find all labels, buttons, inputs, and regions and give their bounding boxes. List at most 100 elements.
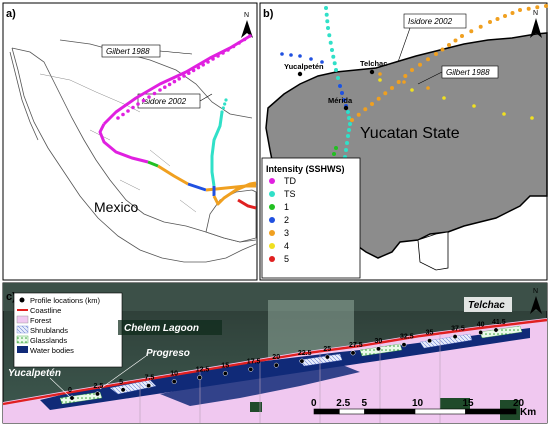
- gilbert-track-point-b: [472, 104, 476, 108]
- gilbert-leader-a: [159, 50, 193, 55]
- isidore-callout-b: Isidore 2002: [408, 17, 453, 26]
- isidore-track-point-b: [327, 33, 332, 38]
- profile-label: 2.5: [94, 383, 104, 390]
- isidore-track-point-b: [346, 134, 350, 138]
- isidore-track-point-b: [434, 52, 438, 56]
- profile-label: 20: [272, 354, 280, 361]
- isidore-track-point-b: [426, 57, 430, 62]
- gilbert-track-point-b: [378, 78, 382, 82]
- gilbert-track-point-a: [182, 74, 186, 78]
- gilbert-track-point-b: [309, 57, 313, 61]
- gilbert-track-point-a: [237, 41, 241, 45]
- gilbert-track-point-a: [206, 60, 210, 64]
- isidore-track-point-b: [383, 91, 388, 96]
- profile-label: 25: [323, 346, 331, 353]
- isidore-track-point-b: [526, 6, 531, 11]
- progreso-leader: [99, 355, 147, 390]
- intensity-legend-swatch: [269, 243, 275, 249]
- profile-marker: [493, 327, 499, 333]
- gilbert-track-point-a: [216, 54, 220, 58]
- cat5-track-a-segment: [237, 198, 257, 210]
- intensity-legend-swatch: [269, 178, 275, 184]
- gilbert-track-point-a: [126, 109, 130, 113]
- profile-marker: [452, 334, 458, 340]
- panel-b-label: b): [263, 8, 274, 20]
- gilbert-track-point-a: [147, 95, 151, 99]
- city-label: Telchac: [360, 59, 387, 68]
- scalebar-segment: [313, 408, 340, 415]
- forest-symbol: [16, 315, 29, 324]
- isidore-track-point-b: [376, 96, 381, 101]
- panel-a-map: Mexico a) Gilbert 1988 Isidore 2002 N: [2, 2, 258, 281]
- isidore-track-point-b: [328, 40, 333, 45]
- profile-marker: [299, 358, 305, 364]
- gilbert-track-point-b: [530, 116, 534, 120]
- profile-label: 41.5: [492, 319, 506, 326]
- scalebar-tick-label: 0: [311, 398, 317, 409]
- gilbert-track-point-a: [136, 102, 140, 106]
- scalebar-segment: [465, 408, 517, 415]
- legend-forest: Forest: [30, 316, 52, 325]
- legend-grasslands: Glasslands: [30, 336, 67, 345]
- isidore-track-point-b: [447, 43, 451, 47]
- isidore-track-point-b: [332, 152, 336, 156]
- isidore-leader-a: [199, 93, 213, 102]
- isidore-track-point-b: [347, 116, 351, 120]
- profile-label: 7.5: [145, 375, 155, 382]
- isidore-track-point-b: [469, 29, 474, 34]
- profile-label: 15: [221, 362, 229, 369]
- landcover-legend: [13, 292, 123, 368]
- state-label: Yucatan State: [360, 125, 460, 142]
- city-marker: [343, 105, 349, 111]
- telchac-label: Telchac: [468, 300, 505, 311]
- us-coastline: [59, 39, 253, 119]
- profile-marker: [171, 379, 177, 385]
- coastline-line: [2, 318, 548, 406]
- isidore-track-point-b: [334, 146, 338, 150]
- north-arrow-a-icon: N: [241, 12, 253, 38]
- isidore-track-point-b: [390, 86, 394, 90]
- panel-b-map: Yucatan State b) Isidore 2002 Gilbert 19…: [259, 2, 548, 281]
- isidore-track-point-b: [325, 19, 330, 24]
- gilbert-callout-b: Gilbert 1988: [446, 68, 490, 77]
- isidore-track-point-a: [223, 102, 227, 106]
- profile-marker: [324, 354, 330, 360]
- gilbert-track-point-b: [442, 96, 446, 100]
- legend-profile-locations: Profile locations (km): [30, 296, 101, 305]
- intensity-legend-label: 5: [284, 254, 289, 264]
- gilbert-track-point-a: [116, 116, 120, 120]
- gilbert-track-point-a: [163, 85, 167, 89]
- borders: [39, 73, 197, 213]
- legend-shrublands: Shrublands: [30, 326, 68, 335]
- intensity-legend-label: 1: [284, 202, 289, 212]
- gilbert-track-point-a: [121, 112, 125, 117]
- gilbert-track-a-segment: [98, 123, 149, 164]
- profile-label: 10: [170, 371, 178, 378]
- profile-label: 17.5: [247, 358, 261, 365]
- intensity-legend-label: 2: [284, 215, 289, 225]
- telchac-label-bg: [464, 297, 512, 312]
- profile-marker: [273, 362, 279, 368]
- gilbert-track-point-a: [177, 77, 181, 81]
- svg-text:N: N: [533, 10, 538, 17]
- chelem-lagoon-label: Chelem Lagoon: [124, 323, 199, 334]
- isidore-track-a-segment: [212, 181, 257, 206]
- north-arrow-c-icon: N: [530, 288, 542, 314]
- gilbert-track-point-a: [211, 57, 215, 61]
- isidore-track-point-b: [345, 141, 349, 145]
- isidore-track-point-b: [338, 84, 342, 88]
- isidore-track-point-b: [418, 62, 422, 67]
- isidore-track-point-b: [324, 12, 329, 17]
- profile-marker: [350, 350, 356, 356]
- intensity-legend-label: TS: [284, 189, 296, 199]
- isidore-track-point-a: [221, 106, 225, 110]
- north-arrow-b-icon: N: [530, 10, 542, 38]
- intensity-legend-label: TD: [284, 176, 296, 186]
- isidore-track-point-b: [440, 47, 445, 52]
- isidore-track-point-b: [396, 80, 401, 84]
- grassland-symbol: [16, 335, 29, 344]
- gilbert-track-point-a: [196, 65, 201, 70]
- isidore-track-point-a: [220, 110, 224, 114]
- svg-text:N: N: [533, 288, 538, 295]
